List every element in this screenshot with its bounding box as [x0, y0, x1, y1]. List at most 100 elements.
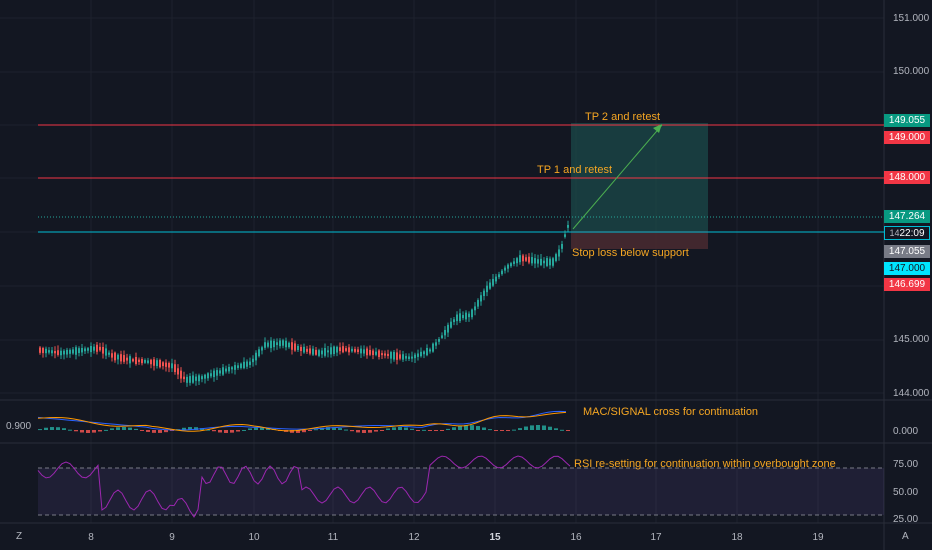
candle-body: [129, 356, 131, 364]
rsi-tick-50: 50.00: [893, 487, 919, 498]
current-price-tag[interactable]: 147.264: [884, 210, 930, 223]
candle-body: [228, 366, 230, 372]
candle-body: [237, 365, 239, 368]
candle-body: [81, 348, 83, 353]
price-tick-150: 150.000: [893, 66, 930, 77]
macd-histogram-bar: [236, 430, 240, 432]
stop-price-tag[interactable]: 146.699: [884, 278, 930, 291]
level-149-price-tag[interactable]: 149.000: [884, 131, 930, 144]
countdown-prefix: 14: [889, 228, 900, 238]
macd-histogram-bar: [170, 430, 174, 431]
candle-body: [354, 348, 356, 352]
price-tick-144: 144.000: [893, 388, 930, 399]
candle-body: [276, 342, 278, 346]
macd-line: [37, 410, 567, 431]
macd-histogram-bar: [332, 427, 336, 430]
tp1-annotation[interactable]: TP 1 and retest: [537, 164, 613, 176]
candle-body: [522, 255, 524, 262]
support-price-tag[interactable]: 147.000: [884, 262, 930, 275]
candle-body: [213, 370, 215, 378]
signal-line: [37, 411, 567, 432]
entry-price-tag[interactable]: 147.055: [884, 245, 930, 258]
candle-body: [447, 324, 449, 333]
candle-body: [453, 319, 455, 323]
candle-body: [207, 373, 209, 379]
candle-body: [333, 346, 335, 355]
candle-body: [48, 350, 50, 353]
tp2-price-tag[interactable]: 149.055: [884, 114, 930, 127]
candle-body: [243, 361, 245, 369]
date-label: 16: [570, 532, 582, 543]
candlestick-series[interactable]: [39, 220, 569, 387]
candle-body: [285, 340, 287, 348]
candle-body: [159, 359, 161, 368]
candle-body: [363, 349, 365, 354]
candle-body: [54, 351, 56, 354]
candle-body: [168, 363, 170, 368]
tp2-annotation[interactable]: TP 2 and retest: [585, 111, 661, 123]
candle-body: [543, 260, 545, 264]
date-label: 17: [650, 532, 662, 543]
macd-histogram-bar: [368, 430, 372, 433]
candle-body: [267, 342, 269, 347]
candle-body: [348, 347, 350, 353]
macd-histogram-bar: [392, 427, 396, 430]
candle-body: [465, 312, 467, 320]
rsi-annotation[interactable]: RSI re-setting for continuation within o…: [574, 458, 836, 470]
date-label: 15: [489, 532, 501, 543]
rsi-line[interactable]: [37, 455, 571, 518]
macd-histogram-bar: [350, 430, 354, 432]
macd-histogram-bar: [182, 427, 186, 430]
candle-body: [39, 347, 41, 353]
candle-body: [138, 359, 140, 362]
candle-body: [474, 306, 476, 311]
loss-zone[interactable]: [571, 231, 708, 249]
macd-histogram-bar: [80, 430, 84, 433]
macd-left-value: 0.900: [6, 421, 32, 432]
macd-histogram-bar: [296, 430, 300, 433]
candle-body: [462, 315, 464, 319]
candle-body: [270, 340, 272, 349]
profit-zone[interactable]: [571, 123, 708, 231]
macd-histogram-bar: [248, 428, 252, 430]
candle-body: [510, 263, 512, 267]
candle-body: [432, 343, 434, 352]
macd-histogram-bar: [38, 429, 42, 431]
candle-body: [123, 355, 125, 362]
date-label: 19: [812, 532, 824, 543]
candle-body: [210, 373, 212, 377]
candle-body: [87, 348, 89, 351]
stop-annotation[interactable]: Stop loss below support: [572, 247, 689, 259]
candle-body: [339, 347, 341, 352]
projection-arrow[interactable]: [572, 124, 663, 230]
candle-body: [366, 348, 368, 356]
countdown-tag[interactable]: 1422:09: [884, 226, 930, 240]
date-label: 9: [169, 532, 175, 543]
candle-body: [153, 359, 155, 366]
candle-body: [288, 342, 290, 348]
candle-body: [120, 354, 122, 362]
auto-scale-button[interactable]: A: [902, 531, 909, 542]
macd-histogram-bar: [290, 430, 294, 433]
candle-body: [180, 370, 182, 379]
candle-body: [396, 352, 398, 360]
candle-body: [375, 351, 377, 355]
candle-body: [411, 356, 413, 359]
candle-body: [75, 347, 77, 355]
candle-body: [135, 357, 137, 364]
macd-histogram-bar: [518, 428, 522, 430]
macd-annotation[interactable]: MAC/SIGNAL cross for continuation: [583, 406, 759, 418]
candle-body: [534, 258, 536, 264]
macd-histogram-bar: [542, 425, 546, 430]
macd-histogram-bar: [128, 427, 132, 430]
candle-body: [513, 261, 515, 264]
candle-body: [558, 249, 560, 257]
candle-body: [315, 349, 317, 355]
timezone-button[interactable]: Z: [16, 531, 23, 542]
macd-indicator[interactable]: [37, 410, 570, 433]
candle-body: [309, 348, 311, 354]
candle-body: [222, 367, 224, 375]
level-148-price-tag[interactable]: 148.000: [884, 171, 930, 184]
